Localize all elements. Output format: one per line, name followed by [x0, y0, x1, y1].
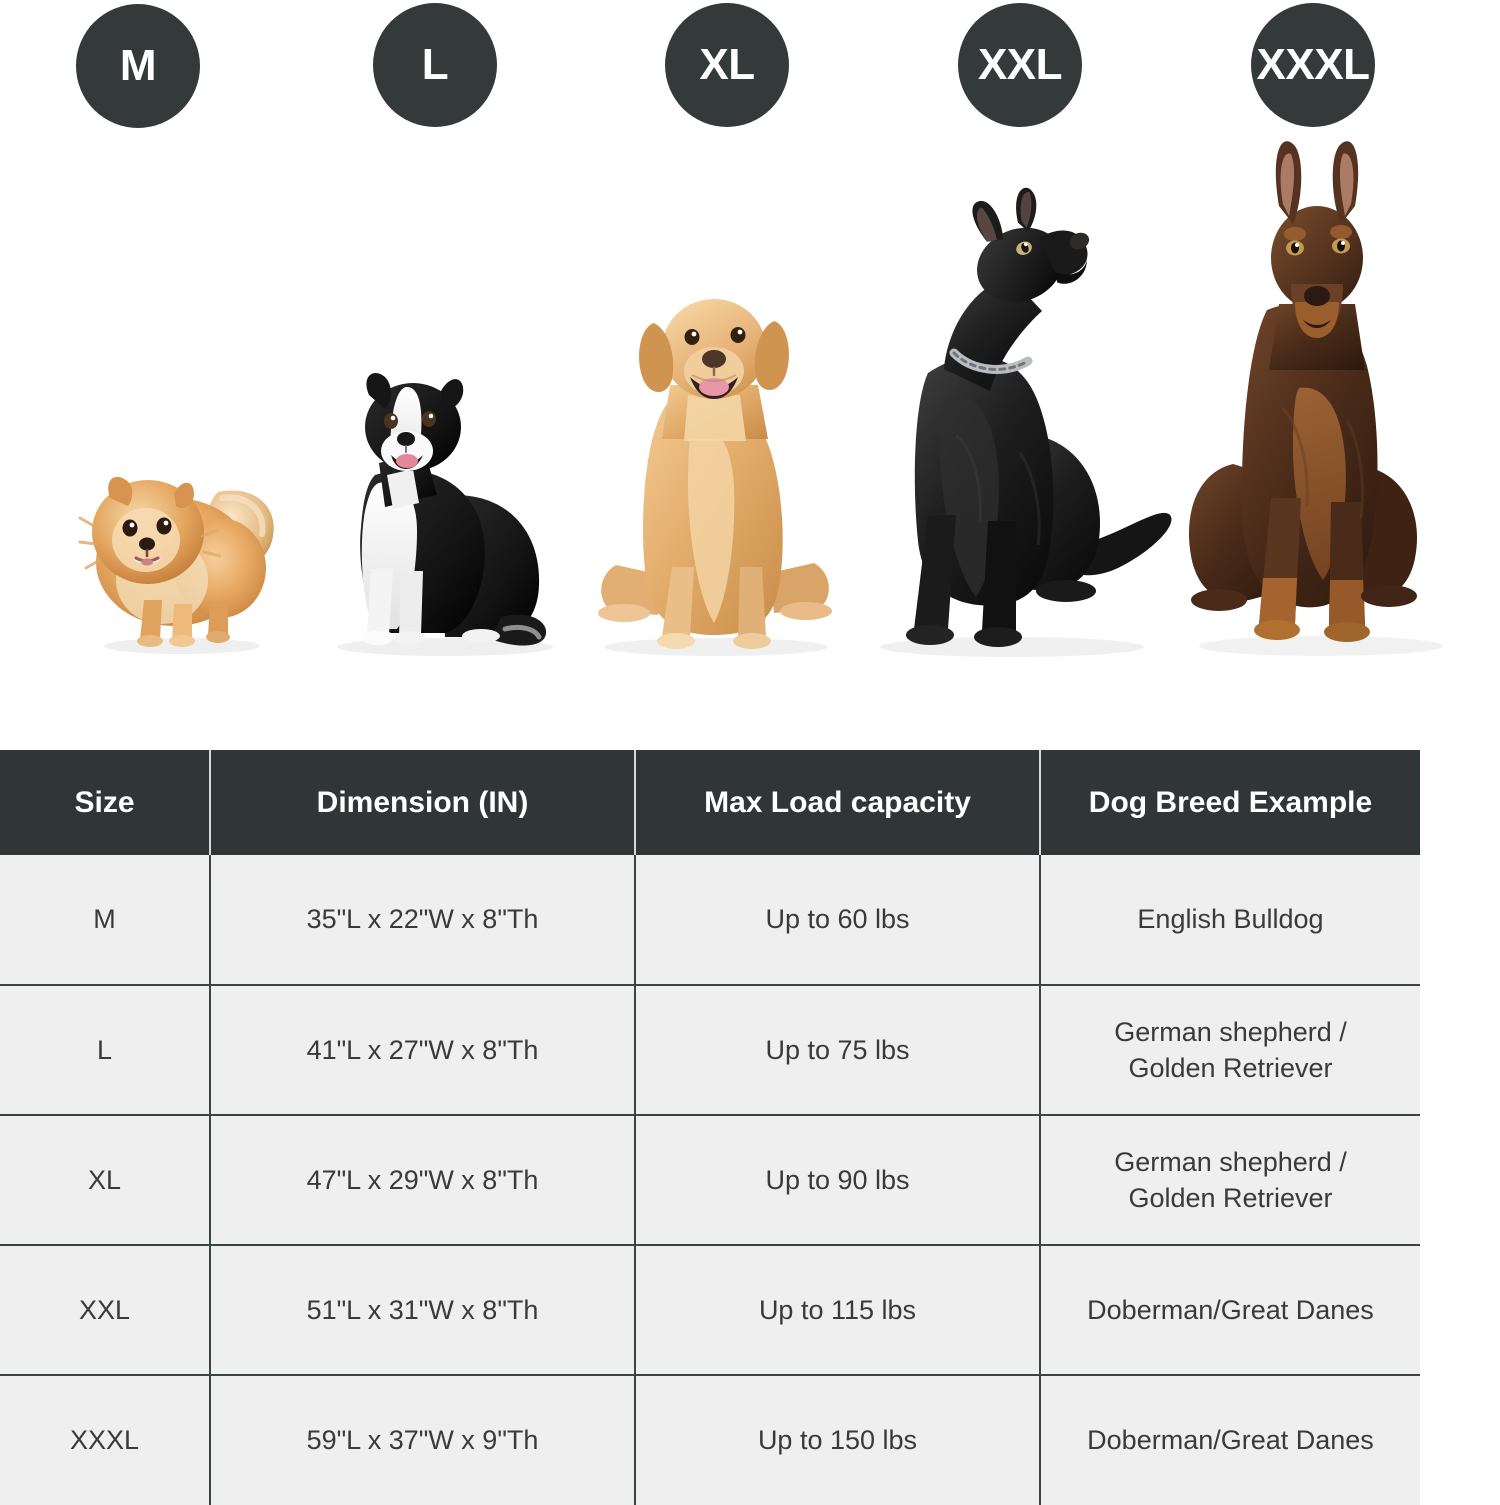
size-badge-m: M	[76, 4, 200, 128]
cell-breed-line-1: German shepherd /	[1114, 1016, 1347, 1047]
size-badge-l-label: L	[421, 40, 449, 89]
cell-size: M	[0, 855, 211, 986]
table-row: M 35"L x 22"W x 8"Th Up to 60 lbs Englis…	[0, 855, 1420, 986]
size-badge-xl: XL	[665, 3, 789, 127]
cell-dog-breed: Doberman/Great Danes	[1040, 1375, 1420, 1505]
cell-size: XXXL	[0, 1375, 211, 1505]
cell-breed-line-1: Doberman/Great Danes	[1087, 1294, 1374, 1325]
cell-dimension: 59"L x 37"W x 9"Th	[210, 1375, 636, 1505]
cell-dog-breed: German shepherd / Golden Retriever	[1040, 985, 1420, 1116]
cell-size: XXL	[0, 1245, 211, 1376]
size-badge-m-label: M	[119, 41, 157, 90]
size-chart-table: Size Dimension (IN) Max Load capacity Do…	[0, 750, 1420, 1505]
cell-breed-line-2: Golden Retriever	[1128, 1183, 1333, 1213]
table-row: XXXL 59"L x 37"W x 9"Th Up to 150 lbs Do…	[0, 1375, 1420, 1505]
cell-max-load: Up to 75 lbs	[635, 985, 1041, 1116]
column-header-max-load: Max Load capacity	[635, 750, 1041, 855]
column-header-size: Size	[0, 750, 211, 855]
size-chart-page: M L XL XXL XXXL	[0, 3, 1465, 1505]
cell-breed-line-2: Golden Retriever	[1128, 1053, 1333, 1083]
size-badge-xxxl: XXXL	[1251, 3, 1375, 127]
cell-breed-line-1: Doberman/Great Danes	[1087, 1425, 1374, 1456]
cell-max-load: Up to 60 lbs	[635, 855, 1041, 986]
dog-border-collie-photo	[305, 355, 570, 660]
table-row: L 41"L x 27"W x 8"Th Up to 75 lbs German…	[0, 985, 1420, 1116]
cell-dog-breed: Doberman/Great Danes	[1040, 1245, 1420, 1376]
size-badge-l: L	[373, 3, 497, 127]
cell-dimension: 35"L x 22"W x 8"Th	[210, 855, 636, 986]
column-header-dog-breed: Dog Breed Example	[1040, 750, 1420, 855]
cell-dimension: 51"L x 31"W x 8"Th	[210, 1245, 636, 1376]
size-badge-xxl: XXL	[958, 3, 1082, 127]
size-badge-xxl-label: XXL	[977, 40, 1063, 89]
column-header-dimension: Dimension (IN)	[210, 750, 636, 855]
cell-max-load: Up to 150 lbs	[635, 1375, 1041, 1505]
table-header-row: Size Dimension (IN) Max Load capacity Do…	[0, 750, 1420, 855]
cell-size: XL	[0, 1115, 211, 1246]
cell-dog-breed: English Bulldog	[1040, 855, 1420, 986]
dog-golden-retriever-photo	[592, 275, 837, 660]
cell-max-load: Up to 115 lbs	[635, 1245, 1041, 1376]
dog-great-dane-photo	[852, 185, 1192, 660]
cell-dimension: 47"L x 29"W x 8"Th	[210, 1115, 636, 1246]
cell-size: L	[0, 985, 211, 1116]
size-badge-xxxl-label: XXXL	[1256, 40, 1370, 89]
cell-dimension: 41"L x 27"W x 8"Th	[210, 985, 636, 1116]
dog-doberman-photo	[1175, 138, 1465, 660]
cell-breed-line-1: English Bulldog	[1137, 904, 1324, 935]
cell-max-load: Up to 90 lbs	[635, 1115, 1041, 1246]
size-badge-xl-label: XL	[699, 40, 755, 89]
cell-dog-breed: German shepherd / Golden Retriever	[1040, 1115, 1420, 1246]
cell-breed-line-1: German shepherd /	[1114, 1146, 1347, 1177]
dog-pomeranian-photo	[70, 440, 290, 660]
table-row: XXL 51"L x 31"W x 8"Th Up to 115 lbs Dob…	[0, 1245, 1420, 1376]
table-row: XL 47"L x 29"W x 8"Th Up to 90 lbs Germa…	[0, 1115, 1420, 1246]
